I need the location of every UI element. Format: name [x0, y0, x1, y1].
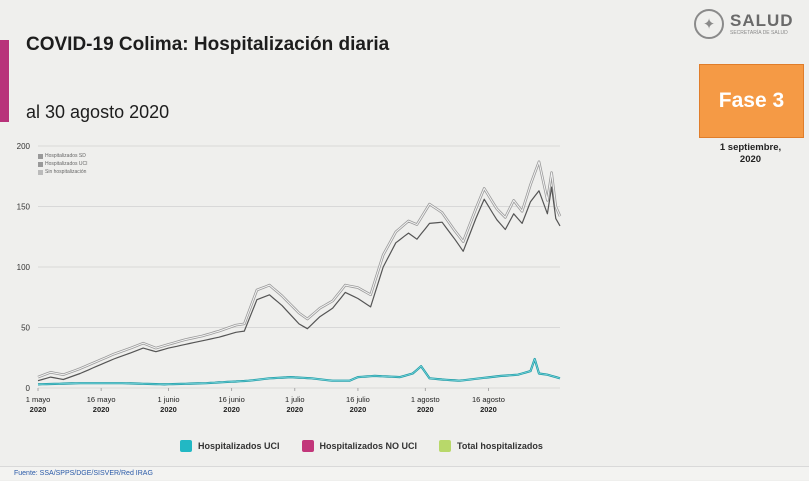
- x-tick-label: 1 junio: [157, 395, 179, 404]
- x-tick-label: 2020: [223, 405, 240, 414]
- x-tick-label: 2020: [160, 405, 177, 414]
- logo-word: SALUD: [730, 10, 794, 30]
- inner-legend-item: Hospitalizados SD: [38, 152, 88, 160]
- legend-item-uci: Hospitalizados UCI: [180, 440, 280, 452]
- chart-inner-legend: Hospitalizados SD Hospitalizados UCI Sin…: [38, 152, 88, 176]
- inner-legend-item: Hospitalizados UCI: [38, 160, 88, 168]
- seal-icon: ✦: [694, 9, 724, 39]
- y-tick-label: 200: [17, 142, 31, 151]
- phase-date-line2: 2020: [739, 154, 762, 165]
- legend-item-total: Total hospitalizados: [439, 440, 543, 452]
- legend-swatch-uci: [180, 440, 192, 452]
- x-tick-label: 2020: [417, 405, 434, 414]
- x-tick-label: 16 mayo: [87, 395, 116, 404]
- x-tick-label: 1 julio: [285, 395, 305, 404]
- x-tick-label: 2020: [286, 405, 303, 414]
- legend-label-no-uci: Hospitalizados NO UCI: [319, 441, 418, 451]
- accent-bar: [0, 40, 9, 122]
- chart-legend: Hospitalizados UCI Hospitalizados NO UCI…: [180, 440, 565, 452]
- phase-date-line1: 1 septiembre,: [719, 142, 782, 153]
- legend-item-no-uci: Hospitalizados NO UCI: [301, 440, 418, 452]
- x-tick-label: 16 julio: [346, 395, 370, 404]
- x-tick-label: 2020: [480, 405, 497, 414]
- x-tick-label: 2020: [93, 405, 110, 414]
- legend-label-total: Total hospitalizados: [457, 441, 543, 451]
- y-tick-label: 150: [17, 203, 31, 212]
- logo-subtext: SECRETARÍA DE SALUD: [730, 29, 788, 36]
- page-title: COVID-19 Colima: Hospitalización diaria: [26, 34, 390, 55]
- source-footer: Fuente: SSA/SPPS/DGE/SISVER/Red IRAG: [0, 466, 809, 480]
- x-tick-label: 1 agosto: [411, 395, 440, 404]
- y-tick-label: 100: [17, 263, 31, 272]
- salud-logo: ✦ SALUD SECRETARÍA DE SALUD: [694, 6, 806, 42]
- x-tick-label: 16 junio: [219, 395, 245, 404]
- legend-label-uci: Hospitalizados UCI: [198, 441, 280, 451]
- series-no-uci-line: [37, 186, 561, 382]
- phase-date: 1 septiembre, 2020: [699, 142, 802, 166]
- series-total-highlight: [37, 161, 561, 378]
- series-uci-highlight: [37, 358, 561, 385]
- legend-swatch-total: [439, 440, 452, 452]
- inner-legend-item: Sin hospitalización: [38, 168, 88, 176]
- y-tick-label: 50: [21, 324, 30, 333]
- page-subtitle: al 30 agosto 2020: [26, 102, 170, 122]
- y-tick-label: 0: [26, 384, 31, 393]
- x-tick-label: 2020: [350, 405, 367, 414]
- x-tick-label: 2020: [30, 405, 47, 414]
- legend-swatch-no-uci: [301, 440, 314, 452]
- phase-badge: Fase 3: [699, 64, 804, 138]
- x-tick-label: 1 mayo: [26, 395, 51, 404]
- series-uci-line: [37, 357, 561, 386]
- x-tick-label: 16 agosto: [472, 395, 505, 404]
